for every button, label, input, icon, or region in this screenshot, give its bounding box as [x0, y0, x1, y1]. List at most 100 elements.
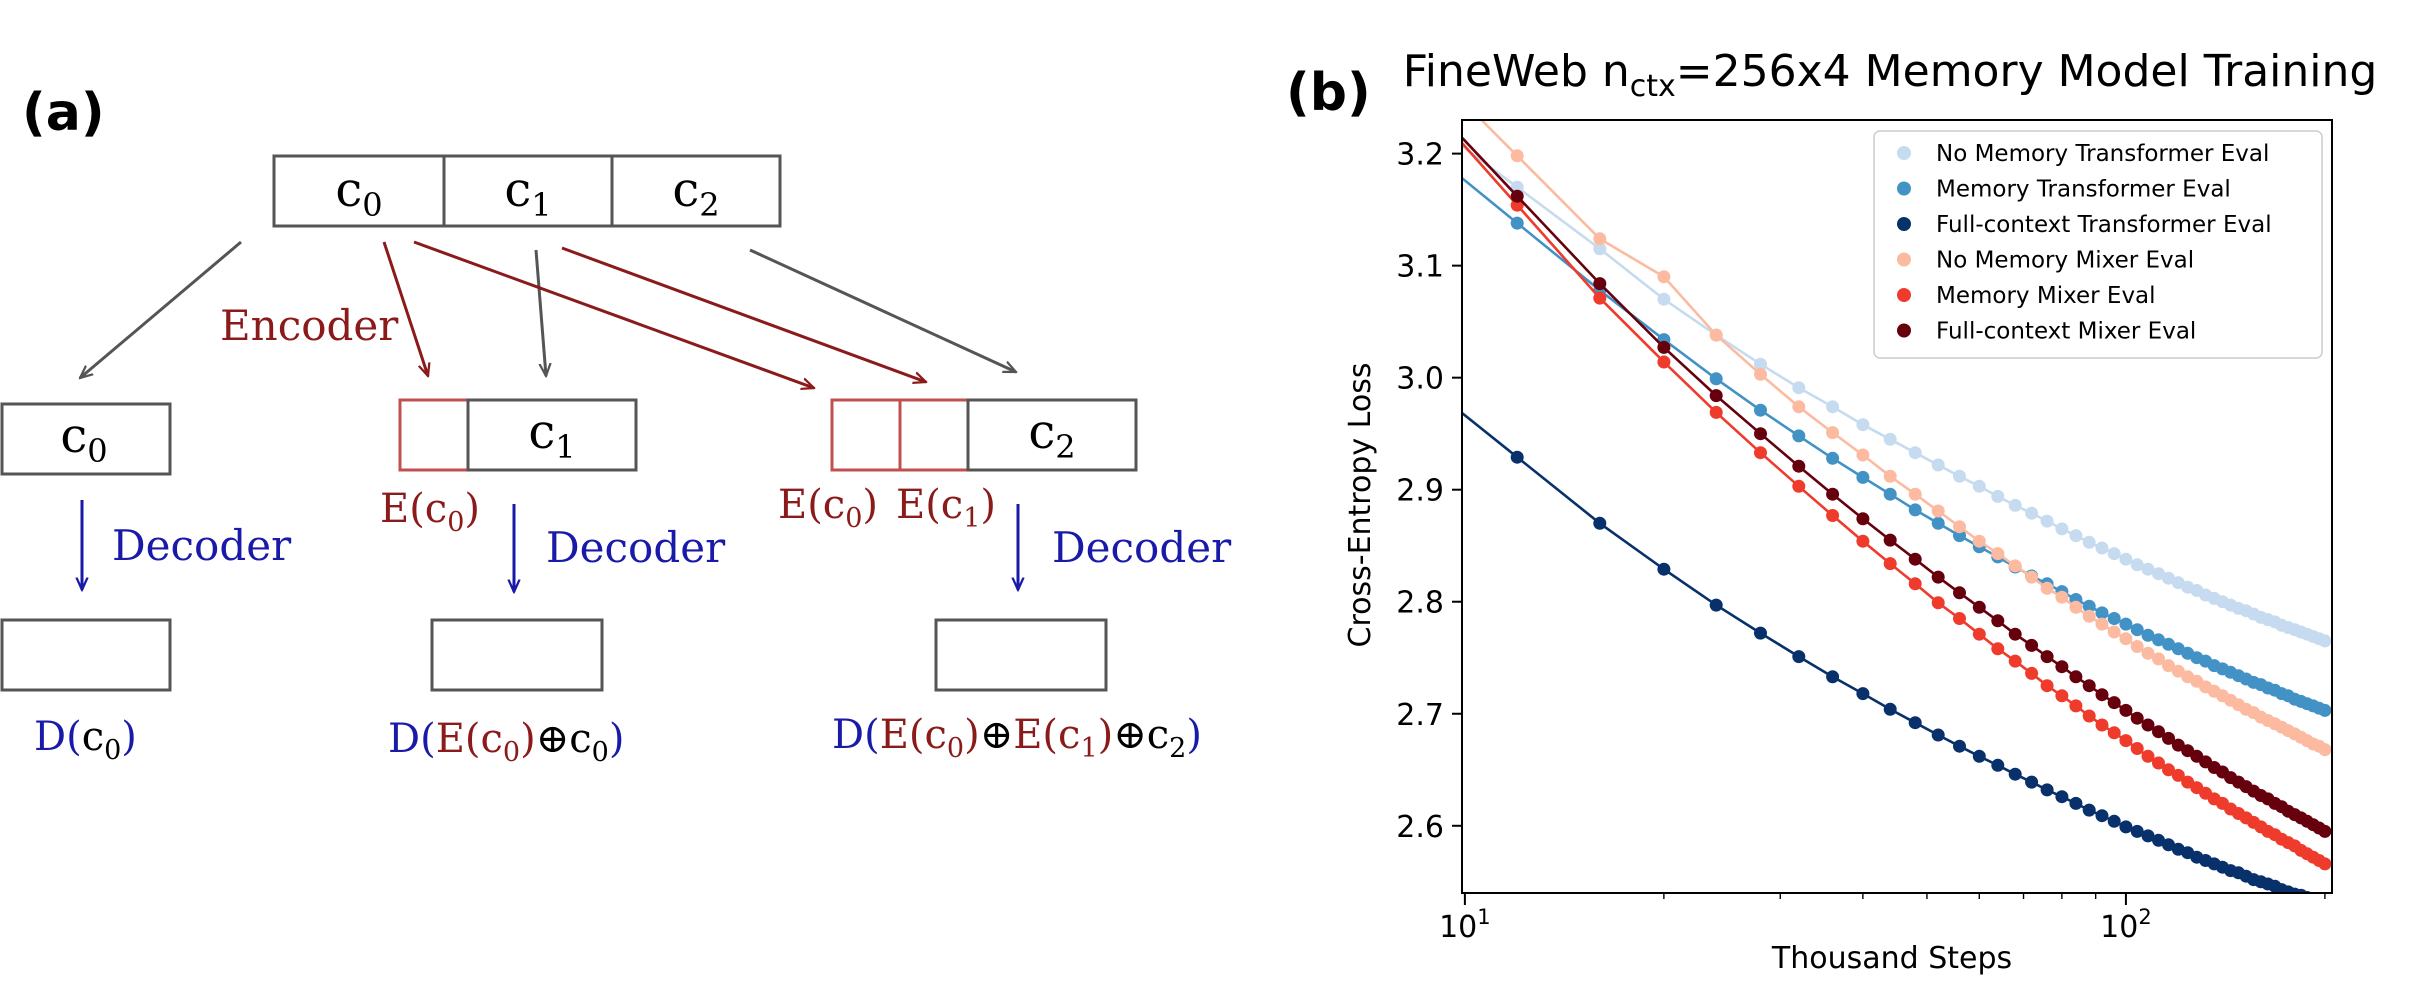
data-point [1792, 381, 1806, 395]
data-point [1792, 459, 1806, 473]
data-point [2025, 666, 2039, 680]
data-point [1931, 570, 1945, 584]
data-point [2055, 660, 2069, 674]
data-point [1792, 479, 1806, 493]
data-point [1991, 489, 2005, 503]
data-point [2069, 699, 2083, 713]
y-tick-label: 3.0 [1396, 362, 1444, 397]
col2-chunk-box [466, 398, 638, 472]
col2-encoded-box [398, 398, 470, 472]
legend-label: No Memory Mixer Eval [1936, 248, 2194, 274]
data-point [1931, 458, 1945, 472]
data-point [2294, 888, 2308, 893]
data-point [1792, 400, 1806, 414]
data-point [1908, 552, 1922, 566]
data-point [2318, 824, 2332, 838]
x-tick-label: 101 [1439, 905, 1491, 945]
data-point [1991, 547, 2005, 561]
data-point [2008, 767, 2022, 781]
data-point [2008, 559, 2022, 573]
data-point [1856, 512, 1870, 526]
data-point [1754, 626, 1767, 640]
data-point [1657, 562, 1671, 576]
data-point [1883, 702, 1897, 716]
data-point [1510, 198, 1524, 212]
data-point [2119, 703, 2133, 717]
data-point [1883, 557, 1897, 571]
panel-a-label: (a) [22, 83, 105, 143]
data-point [1792, 650, 1806, 664]
legend: No Memory Transformer Eval Memory Transfo… [1873, 130, 2323, 359]
data-point [2008, 498, 2022, 512]
data-point [1908, 487, 1922, 501]
col1-output-label: D(c0) [34, 714, 137, 766]
data-point [1826, 487, 1840, 501]
data-point [1972, 749, 1986, 763]
data-point [2040, 783, 2054, 797]
data-point [1657, 355, 1671, 369]
data-point [1931, 728, 1945, 742]
plot-area [1462, 120, 2332, 909]
data-point [1593, 242, 1607, 256]
col2-encoded-label: E(c0) [380, 486, 480, 538]
legend-label: Full-context Transformer Eval [1936, 212, 2272, 238]
y-tick-label: 2.7 [1396, 698, 1444, 733]
series-4 [1462, 142, 2332, 871]
arrow-c0-to-col1 [80, 240, 242, 378]
data-point [2119, 552, 2133, 566]
data-point [2082, 599, 2096, 613]
panel-b-label: (b) [1286, 63, 1371, 123]
data-point [1510, 180, 1524, 194]
data-point [2040, 514, 2054, 528]
data-point [1883, 487, 1897, 501]
data-point [2318, 634, 2332, 648]
data-point [1908, 446, 1922, 460]
data-point [1754, 446, 1767, 460]
data-point [1931, 596, 1945, 610]
data-point [1856, 470, 1870, 484]
data-point [1953, 529, 1966, 543]
col2-chunk-label: c1 [528, 404, 575, 466]
x-axis-label: Thousand Steps [1771, 941, 2012, 976]
data-point [1826, 670, 1840, 684]
data-point [1953, 739, 1966, 753]
data-point [2008, 627, 2022, 641]
data-point [2152, 652, 2165, 666]
data-point [2107, 612, 2121, 625]
col1-decoder-label: Decoder [112, 521, 292, 570]
data-point [1754, 357, 1767, 371]
data-point [2025, 570, 2039, 584]
data-point [2082, 679, 2096, 693]
encoder-decoder-diagram: (a) c0 c1 c2 Encoder c0 Decoder D(c0) c1… [0, 83, 1232, 768]
data-point [2152, 567, 2165, 581]
arrow-c1-to-col2 [534, 249, 546, 376]
data-point [1657, 340, 1671, 354]
plot-frame [1461, 119, 2333, 894]
data-point [1510, 450, 1524, 464]
chart-title: FineWeb nctx=256x4 Memory Model Training [1403, 46, 2378, 104]
legend-label: Memory Mixer Eval [1936, 283, 2156, 309]
data-point [1754, 403, 1767, 417]
data-point [1709, 328, 1723, 342]
col3-output-label: D(E(c0)⊕E(c1)⊕c2) [832, 712, 1202, 764]
data-point [2107, 814, 2121, 828]
axes: 2.6 2.7 2.8 2.9 3.0 3.1 3.2 101 102 [1396, 119, 2333, 945]
input-chunk-row: c0 c1 c2 [272, 154, 782, 228]
y-tick-label: 2.9 [1396, 474, 1444, 509]
data-point [2082, 609, 2096, 623]
legend-marker [1897, 181, 1911, 196]
legend-label: No Memory Transformer Eval [1936, 141, 2269, 167]
data-point [2008, 654, 2022, 668]
data-point [1826, 451, 1840, 465]
data-point [2095, 606, 2109, 620]
data-point [2119, 617, 2133, 631]
data-point [1593, 291, 1607, 305]
encoder-arrow-c1-col3 [561, 246, 926, 382]
data-point [1754, 427, 1767, 441]
data-point [2095, 718, 2109, 732]
col3-encoded-label-1: E(c1) [896, 482, 996, 534]
legend-marker [1897, 217, 1911, 231]
data-point [1908, 577, 1922, 591]
data-point [2313, 896, 2326, 909]
chunk-label-2: c2 [672, 162, 719, 224]
